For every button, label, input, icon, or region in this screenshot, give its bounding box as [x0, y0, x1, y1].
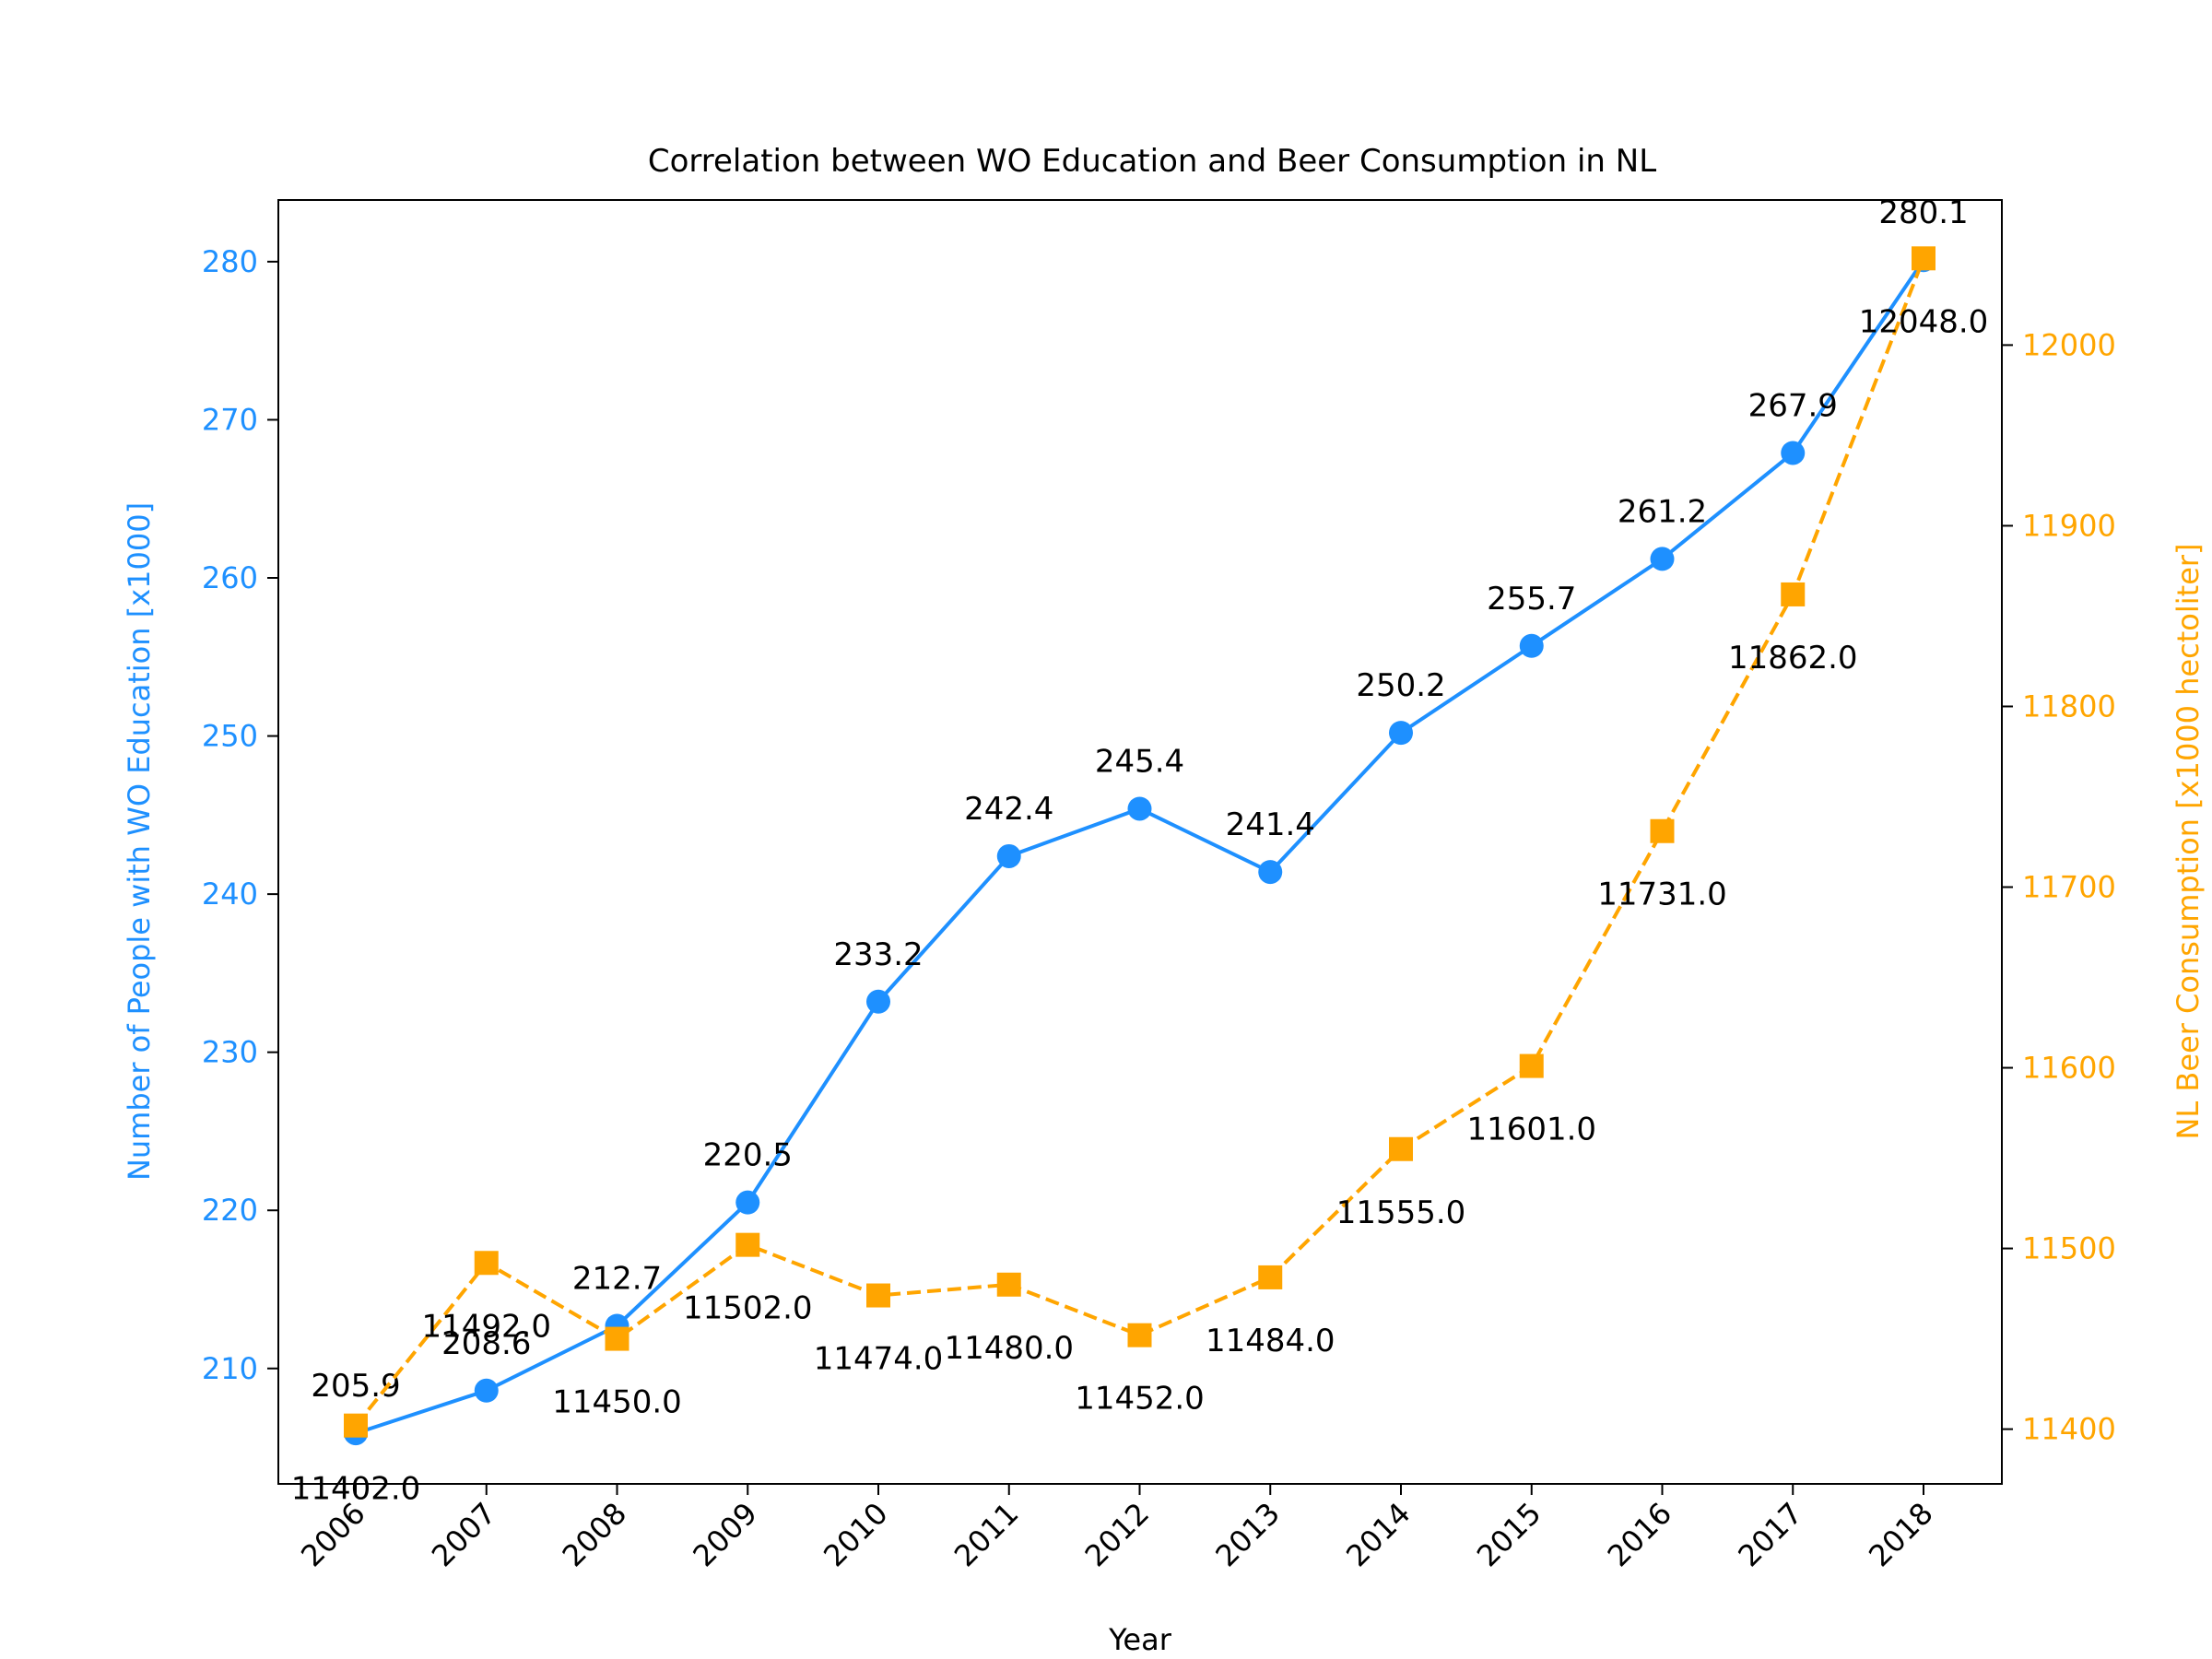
y-left-tick-label: 210 — [202, 1351, 258, 1386]
beer-consumption-point — [866, 1283, 890, 1308]
y-right-tick-label: 11500 — [2022, 1231, 2116, 1266]
wo-education-data-label: 255.7 — [1487, 581, 1576, 618]
beer-consumption-data-label: 11484.0 — [1206, 1323, 1335, 1359]
wo-education-point — [1389, 721, 1413, 746]
wo-education-data-label: 212.7 — [572, 1260, 662, 1297]
wo-education-data-label: 208.6 — [441, 1325, 531, 1362]
y-left-tick-label: 220 — [202, 1193, 258, 1228]
beer-consumption-point — [996, 1272, 1021, 1297]
beer-consumption-point — [1781, 582, 1806, 606]
beer-consumption-data-label: 11480.0 — [944, 1330, 1074, 1367]
y-left-tick-label: 280 — [202, 244, 258, 279]
wo-education-point — [1650, 547, 1675, 571]
chart-title: Correlation between WO Education and Bee… — [648, 143, 1656, 180]
beer-consumption-data-label: 11474.0 — [814, 1341, 944, 1378]
wo-education-point — [1127, 796, 1152, 821]
beer-consumption-point — [1258, 1265, 1283, 1289]
beer-consumption-data-label: 11731.0 — [1597, 877, 1727, 913]
y-left-tick-label: 240 — [202, 877, 258, 912]
wo-education-point — [1258, 860, 1283, 885]
x-axis-label: Year — [1108, 1622, 1172, 1657]
y-right-tick-label: 11900 — [2022, 508, 2116, 543]
y-left-tick-label: 250 — [202, 719, 258, 754]
wo-education-point — [474, 1378, 499, 1403]
beer-consumption-data-label: 11450.0 — [552, 1384, 682, 1421]
beer-consumption-data-label: 11601.0 — [1466, 1112, 1596, 1148]
y-right-tick-label: 11700 — [2022, 870, 2116, 905]
wo-education-data-label: 220.5 — [703, 1137, 793, 1174]
wo-education-data-label: 267.9 — [1748, 387, 1838, 424]
wo-education-data-label: 233.2 — [833, 936, 923, 973]
y-axis-left-label: Number of People with WO Education [x100… — [122, 502, 157, 1181]
wo-education-data-label: 241.4 — [1226, 806, 1315, 843]
beer-consumption-data-label: 11492.0 — [421, 1308, 551, 1345]
y-right-tick-label: 12000 — [2022, 327, 2116, 362]
y-axis-right-label: NL Beer Consumption [x1000 hectoliter] — [2171, 543, 2206, 1139]
plot-area: 205.9208.6212.7220.5233.2242.4245.4241.4… — [291, 194, 1989, 1507]
beer-consumption-point — [1127, 1323, 1152, 1347]
wo-education-data-label: 261.2 — [1618, 493, 1707, 530]
y-left-tick-label: 270 — [202, 402, 258, 437]
wo-education-point — [1781, 441, 1806, 465]
beer-consumption-point — [1389, 1136, 1413, 1161]
y-left-tick-label: 260 — [202, 560, 258, 595]
beer-consumption-point — [1519, 1053, 1544, 1078]
beer-consumption-data-label: 11862.0 — [1728, 640, 1858, 677]
y-left-tick-label: 230 — [202, 1035, 258, 1070]
beer-consumption-data-label: 12048.0 — [1859, 303, 1989, 340]
y-right-tick-label: 11800 — [2022, 688, 2116, 724]
wo-education-point — [1519, 633, 1544, 658]
beer-consumption-point — [1650, 818, 1675, 843]
wo-education-point — [735, 1190, 760, 1215]
beer-consumption-point — [344, 1413, 368, 1438]
wo-education-point — [866, 989, 890, 1014]
y-right-tick-label: 11600 — [2022, 1051, 2116, 1086]
beer-consumption-point — [1912, 246, 1936, 271]
beer-consumption-data-label: 11452.0 — [1075, 1381, 1205, 1418]
y-right-tick-label: 11400 — [2022, 1412, 2116, 1447]
beer-consumption-point — [474, 1251, 499, 1276]
beer-consumption-point — [605, 1326, 629, 1351]
wo-education-point — [996, 843, 1021, 868]
beer-consumption-data-label: 11555.0 — [1336, 1194, 1466, 1231]
wo-education-data-label: 250.2 — [1356, 667, 1445, 704]
wo-education-data-label: 242.4 — [964, 791, 1053, 828]
beer-consumption-data-label: 11502.0 — [683, 1290, 813, 1327]
wo-education-data-label: 245.4 — [1095, 743, 1184, 780]
beer-consumption-point — [735, 1232, 760, 1257]
